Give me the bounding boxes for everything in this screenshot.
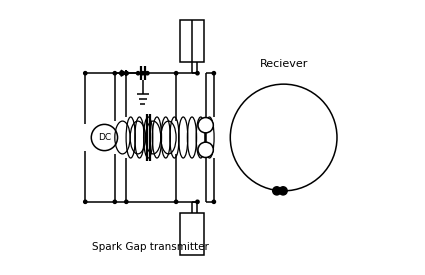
Circle shape	[196, 200, 199, 204]
Circle shape	[141, 72, 144, 75]
Circle shape	[198, 117, 213, 133]
Polygon shape	[121, 70, 126, 76]
Text: Reciever: Reciever	[259, 59, 308, 69]
Text: Spark Gap transmitter: Spark Gap transmitter	[92, 243, 209, 252]
Circle shape	[125, 72, 128, 75]
Circle shape	[212, 72, 215, 75]
Text: DC: DC	[98, 133, 111, 142]
Circle shape	[212, 200, 215, 204]
Circle shape	[273, 187, 281, 195]
Circle shape	[136, 72, 140, 75]
Circle shape	[279, 187, 287, 195]
Circle shape	[175, 200, 178, 204]
Circle shape	[84, 72, 87, 75]
Circle shape	[113, 200, 116, 204]
Circle shape	[198, 142, 213, 158]
Circle shape	[84, 200, 87, 204]
Circle shape	[196, 72, 199, 75]
Circle shape	[125, 72, 128, 75]
Circle shape	[146, 72, 149, 75]
Bar	[180, 20, 204, 62]
Circle shape	[113, 72, 116, 75]
Circle shape	[175, 72, 178, 75]
Circle shape	[119, 72, 123, 75]
Bar	[180, 213, 204, 255]
Circle shape	[125, 200, 128, 204]
